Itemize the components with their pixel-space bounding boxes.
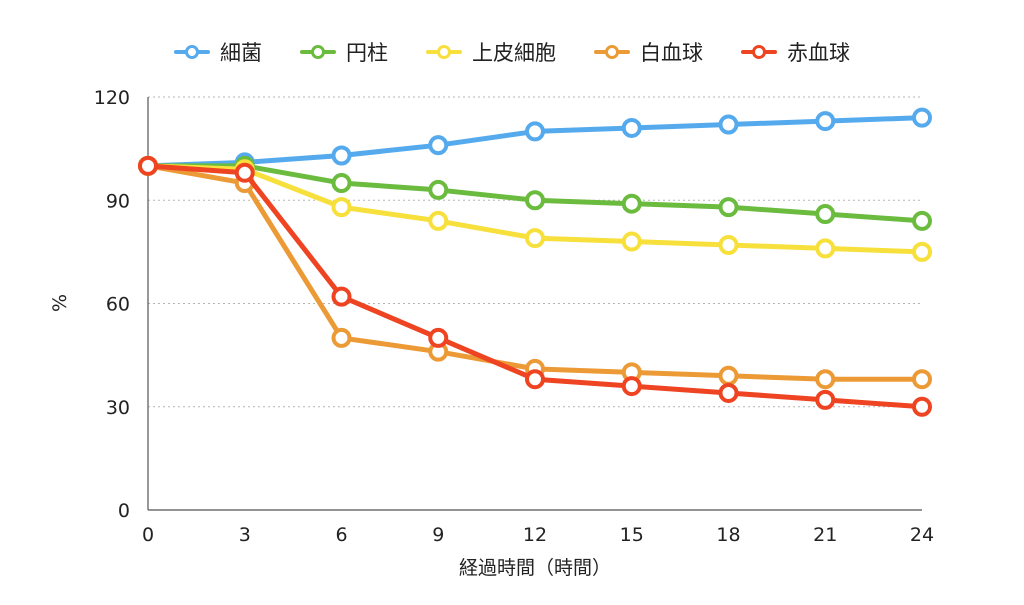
data-point: [621, 376, 642, 397]
data-point: [621, 117, 642, 138]
legend-marker-icon: [300, 44, 336, 60]
data-point: [331, 327, 352, 348]
data-point: [621, 193, 642, 214]
data-point: [525, 228, 545, 249]
series-group: [138, 107, 932, 417]
x-tick-label: 6: [335, 524, 347, 546]
x-tick-label: 24: [910, 524, 934, 546]
x-tick-label: 15: [620, 524, 644, 546]
data-point: [331, 145, 352, 166]
y-axis-title: %: [49, 294, 71, 312]
legend-item-red-blood-cells: 赤血球: [741, 37, 850, 67]
data-point: [718, 234, 739, 255]
chart-legend: 細菌 円柱 上皮細胞 白血球 赤血球: [0, 34, 1024, 70]
legend-label: 上皮細胞: [472, 41, 556, 65]
data-point: [525, 121, 545, 142]
data-point: [718, 197, 739, 218]
y-tick-label: 0: [118, 500, 130, 522]
data-point: [138, 155, 158, 176]
x-axis-title: 経過時間（時間）: [459, 557, 611, 579]
data-point: [428, 327, 449, 348]
y-tick-label: 60: [106, 294, 130, 316]
series-0: [138, 107, 932, 176]
x-tick-label: 3: [239, 524, 251, 546]
data-point: [912, 107, 932, 128]
data-point: [331, 173, 352, 194]
data-point: [428, 210, 449, 231]
data-point: [718, 114, 739, 135]
data-point: [912, 241, 932, 262]
legend-marker-icon: [174, 44, 210, 60]
data-point: [718, 365, 739, 386]
legend-marker-icon: [741, 44, 777, 60]
data-point: [912, 210, 932, 231]
tick-labels: 0 30 60 90 120 0 3 6 9 12 15 18 21 24: [94, 87, 934, 546]
data-point: [428, 179, 449, 200]
legend-item-bacteria: 細菌: [174, 37, 262, 67]
data-point: [912, 369, 932, 390]
legend-marker-icon: [594, 44, 630, 60]
legend-item-casts: 円柱: [300, 37, 388, 67]
x-tick-label: 18: [716, 524, 740, 546]
x-tick-label: 12: [523, 524, 547, 546]
data-point: [525, 369, 545, 390]
data-point: [815, 369, 836, 390]
data-point: [621, 231, 642, 252]
legend-item-white-blood-cells: 白血球: [594, 37, 703, 67]
data-point: [331, 197, 352, 218]
y-tick-label: 30: [106, 397, 130, 419]
y-tick-label: 90: [106, 190, 130, 212]
x-tick-label: 9: [432, 524, 444, 546]
series-4: [138, 155, 932, 417]
legend-marker-icon: [426, 44, 462, 60]
legend-label: 円柱: [346, 41, 388, 65]
legend-label: 赤血球: [787, 41, 850, 65]
x-tick-label: 0: [142, 524, 154, 546]
data-point: [815, 204, 836, 225]
data-point: [815, 238, 836, 259]
x-tick-label: 21: [813, 524, 837, 546]
data-point: [718, 382, 739, 403]
data-point: [331, 286, 352, 307]
data-point: [428, 135, 449, 156]
legend-item-epithelial-cells: 上皮細胞: [426, 37, 556, 67]
legend-label: 細菌: [220, 41, 262, 65]
data-point: [815, 389, 836, 410]
legend-label: 白血球: [640, 41, 703, 65]
data-point: [525, 190, 545, 211]
data-point: [815, 111, 836, 132]
y-tick-label: 120: [94, 87, 130, 109]
data-point: [912, 396, 932, 417]
data-point: [234, 162, 255, 183]
